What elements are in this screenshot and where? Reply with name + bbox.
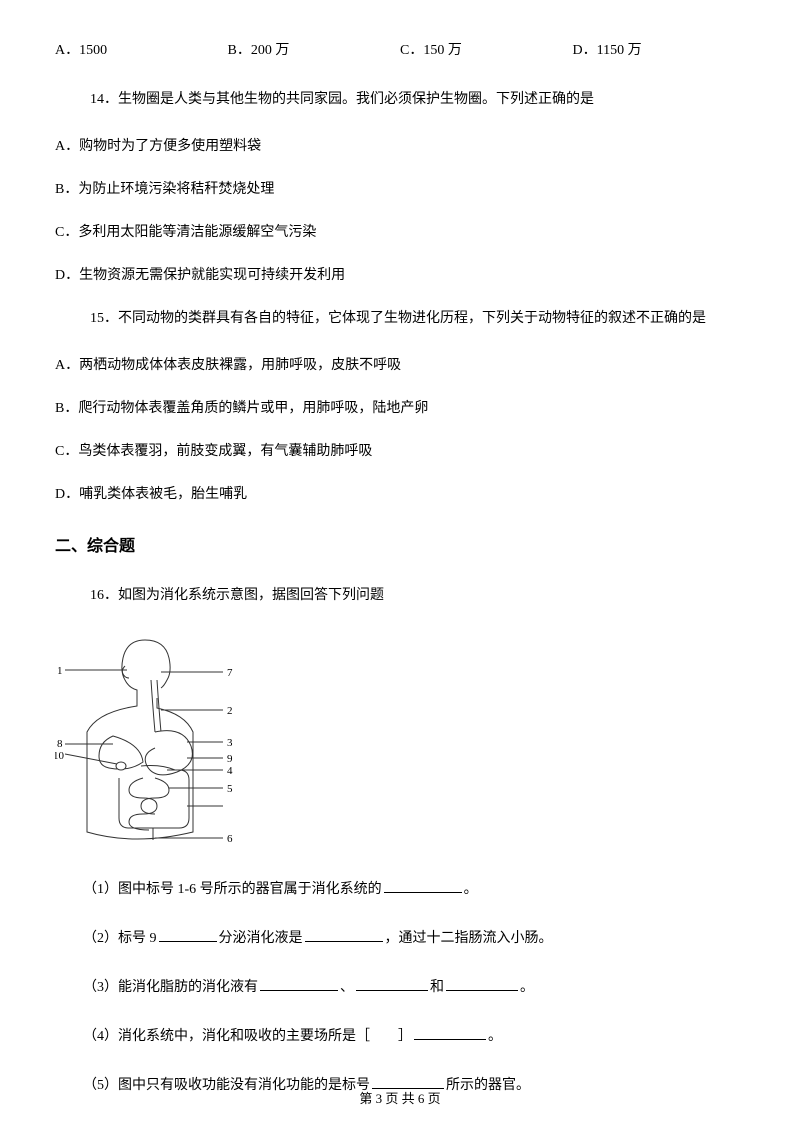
q16-sub2: （2）标号 9 分泌消化液是 ，通过十二指肠流入小肠。 (55, 928, 745, 949)
q15-option-b: B．爬行动物体表覆盖角质的鳞片或甲，用肺呼吸，陆地产卵 (55, 398, 745, 419)
q14-option-a: A．购物时为了方便多使用塑料袋 (55, 136, 745, 157)
q16-sub2-mid1: 分泌消化液是 (219, 931, 303, 946)
blank (414, 1026, 486, 1040)
blank (356, 977, 428, 991)
section-2-heading: 二、综合题 (55, 535, 745, 559)
q16-sub4-pre: （4）消化系统中，消化和吸收的主要场所是［ ］ (83, 1029, 412, 1044)
label-8: 8 (57, 738, 63, 750)
digestive-system-figure: 1 8 10 7 2 3 9 4 5 6 (55, 632, 745, 859)
q15-option-c: C．鸟类体表覆羽，前肢变成翼，有气囊辅助肺呼吸 (55, 441, 745, 462)
label-6: 6 (227, 833, 233, 845)
q14-stem: 14．生物圈是人类与其他生物的共同家园。我们必须保护生物圈。下列述正确的是 (55, 89, 745, 110)
q16-sub2-pre: （2）标号 9 (83, 931, 157, 946)
digestive-system-svg: 1 8 10 7 2 3 9 4 5 6 (55, 632, 275, 852)
q13-option-a: A．1500 (55, 40, 228, 61)
q16-sub3-sep2: 和 (430, 980, 444, 995)
label-4: 4 (227, 765, 233, 777)
q14-option-c: C．多利用太阳能等清洁能源缓解空气污染 (55, 222, 745, 243)
q16-sub2-post: ，通过十二指肠流入小肠。 (385, 931, 553, 946)
label-3: 3 (227, 737, 233, 749)
q16-sub1-post: 。 (464, 882, 478, 897)
blank (384, 879, 462, 893)
q16-sub4-post: 。 (488, 1029, 502, 1044)
q15-option-a: A．两栖动物成体体表皮肤裸露，用肺呼吸，皮肤不呼吸 (55, 355, 745, 376)
q16-sub3-pre: （3）能消化脂肪的消化液有 (83, 980, 258, 995)
label-9: 9 (227, 753, 233, 765)
q16-sub3: （3）能消化脂肪的消化液有 、 和 。 (55, 977, 745, 998)
q13-option-b: B．200 万 (228, 40, 401, 61)
label-10: 10 (55, 750, 65, 762)
q16-sub1: （1）图中标号 1-6 号所示的器官属于消化系统的 。 (55, 879, 745, 900)
blank (260, 977, 338, 991)
q13-option-c: C．150 万 (400, 40, 573, 61)
blank (372, 1075, 444, 1089)
blank (446, 977, 518, 991)
label-2: 2 (227, 705, 233, 717)
q14-option-d: D．生物资源无需保护就能实现可持续开发利用 (55, 265, 745, 286)
q16-sub3-sep1: 、 (340, 980, 354, 995)
q13-option-d: D．1150 万 (573, 40, 746, 61)
q16-sub4: （4）消化系统中，消化和吸收的主要场所是［ ］ 。 (55, 1026, 745, 1047)
q16-sub1-pre: （1）图中标号 1-6 号所示的器官属于消化系统的 (83, 882, 382, 897)
label-1: 1 (57, 665, 63, 677)
q15-stem: 15．不同动物的类群具有各自的特征，它体现了生物进化历程，下列关于动物特征的叙述… (55, 308, 745, 329)
q15-option-d: D．哺乳类体表被毛，胎生哺乳 (55, 484, 745, 505)
label-5: 5 (227, 783, 233, 795)
page-footer: 第 3 页 共 6 页 (0, 1089, 800, 1109)
blank (305, 928, 383, 942)
q16-sub3-post: 。 (520, 980, 534, 995)
blank (159, 928, 217, 942)
q14-option-b: B．为防止环境污染将秸秆焚烧处理 (55, 179, 745, 200)
q13-options: A．1500 B．200 万 C．150 万 D．1150 万 (55, 40, 745, 61)
label-7: 7 (227, 667, 233, 679)
q16-stem: 16．如图为消化系统示意图，据图回答下列问题 (55, 585, 745, 606)
